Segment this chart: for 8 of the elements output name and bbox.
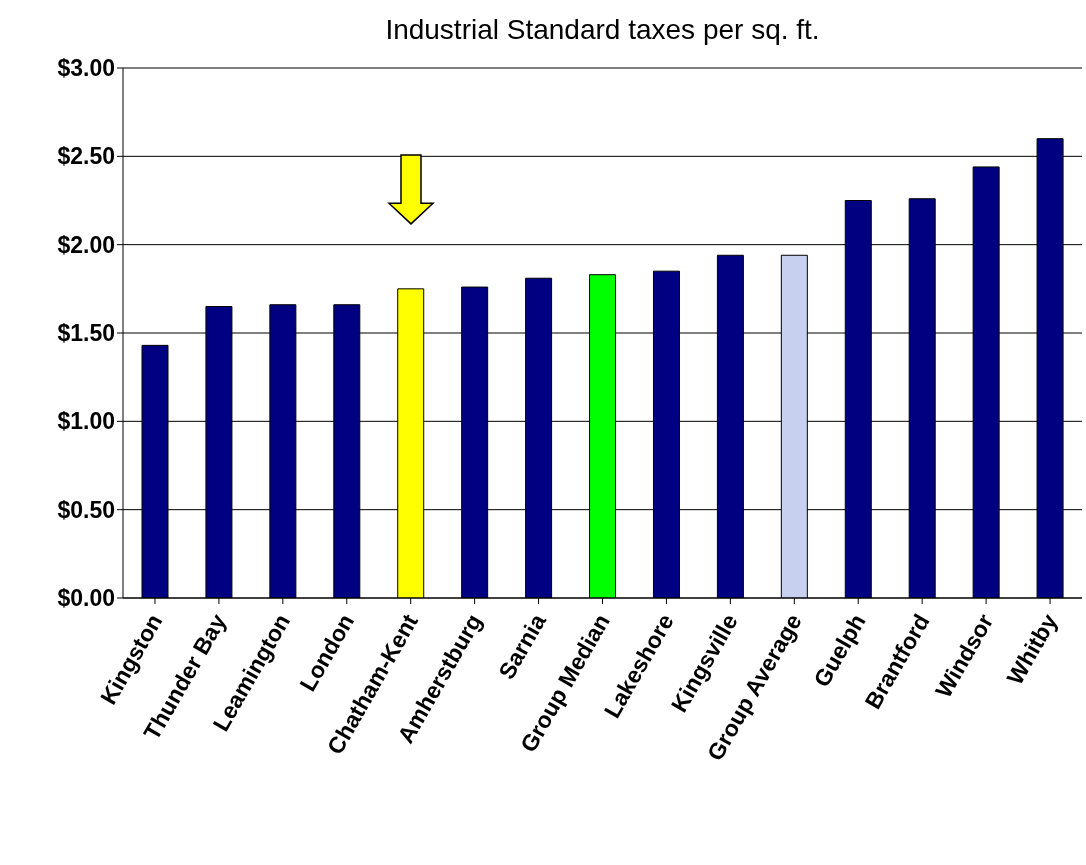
y-tick-label: $1.00: [57, 408, 115, 435]
y-tick-label: $1.50: [57, 320, 115, 347]
chart-title: Industrial Standard taxes per sq. ft.: [384, 14, 821, 46]
y-tick-label: $3.00: [57, 55, 115, 82]
y-tick-label: $0.50: [57, 496, 115, 523]
y-tick-label: $2.00: [57, 231, 115, 258]
y-tick-label: $2.50: [57, 143, 115, 170]
y-tick-label: $0.00: [57, 585, 115, 612]
